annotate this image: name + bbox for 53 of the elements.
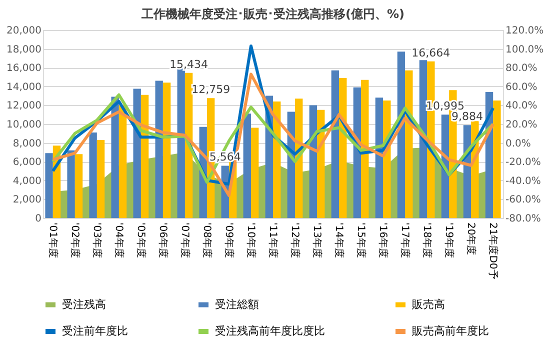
x-tick-label: '06年度 bbox=[156, 222, 169, 258]
y-tick-label: 6,000 bbox=[12, 157, 42, 168]
x-tick-label: '03年度 bbox=[90, 222, 103, 258]
y2-tick-label: -40.0% bbox=[506, 176, 541, 187]
y-tick-label: 4,000 bbox=[12, 176, 42, 187]
legend-label: 受注残高 bbox=[62, 298, 106, 311]
x-tick-label: '16年度 bbox=[377, 222, 390, 258]
x-tick-label: '07年度 bbox=[178, 222, 191, 258]
y-tick-label: 16,000 bbox=[6, 63, 42, 74]
y-tick-label: 8,000 bbox=[12, 138, 42, 150]
legend-label: 受注前年度比 bbox=[62, 324, 128, 338]
data-label: 15,434 bbox=[170, 58, 208, 71]
x-tick-label: '09年度 bbox=[222, 222, 235, 258]
legend-label: 受注総額 bbox=[215, 298, 259, 311]
x-tick-label: '04年度 bbox=[112, 222, 125, 258]
y2-tick-label: -20.0% bbox=[506, 157, 541, 168]
x-tick-label: '05年度 bbox=[134, 222, 147, 258]
y2-tick-label: 80.0% bbox=[506, 63, 538, 74]
y2-tick-label: 60.0% bbox=[506, 82, 538, 93]
x-tick-label: '11年度 bbox=[267, 222, 279, 258]
x-tick-label: '12年度 bbox=[289, 222, 302, 258]
x-tick-label: '08年度 bbox=[200, 222, 213, 258]
x-tick-label: 21年度D0予 bbox=[487, 222, 500, 280]
legend-label: 受注残高前年度比度比 bbox=[215, 324, 325, 338]
x-tick-label: '15年度 bbox=[355, 222, 368, 258]
x-tick-label: '02年度 bbox=[68, 222, 81, 258]
y2-tick-label: -60.0% bbox=[506, 194, 541, 206]
x-tick-label: '19年度 bbox=[443, 222, 456, 258]
y-tick-label: 12,000 bbox=[6, 100, 42, 112]
legend-label: 販売高 bbox=[412, 298, 445, 311]
x-tick-label: '13年度 bbox=[311, 222, 324, 258]
x-tick-label: '17年度 bbox=[399, 222, 412, 258]
x-tick-label: '18年度 bbox=[421, 222, 434, 258]
y-tick-label: 10,000 bbox=[6, 120, 42, 130]
x-tick-label: 20年度 bbox=[465, 222, 478, 256]
y-tick-label: 14,000 bbox=[6, 82, 42, 93]
y-tick-label: 2,000 bbox=[12, 194, 42, 206]
y2-tick-label: 20.0% bbox=[506, 120, 538, 130]
x-tick-label: '14年度 bbox=[333, 222, 346, 258]
x-tick-label: '01年度 bbox=[46, 222, 59, 258]
legend-label: 販売高前年度比 bbox=[412, 324, 489, 338]
data-label: 16,664 bbox=[412, 46, 450, 60]
y2-tick-label: 0.0% bbox=[506, 138, 531, 150]
x-tick-label: '10年度 bbox=[244, 222, 257, 258]
y2-tick-label: 120.0% bbox=[506, 26, 544, 36]
chart-title: 工作機械年度受注･販売･受注残高推移(億円、%) bbox=[140, 7, 404, 21]
data-label: 12,759 bbox=[192, 83, 230, 96]
y2-tick-label: 100.0% bbox=[506, 44, 544, 56]
y2-tick-label: -80.0% bbox=[506, 214, 541, 224]
y-tick-label: 18,000 bbox=[6, 44, 42, 56]
y-tick-label: 0 bbox=[35, 214, 42, 224]
y2-tick-label: 40.0% bbox=[506, 100, 538, 112]
y-tick-label: 20,000 bbox=[6, 26, 42, 36]
